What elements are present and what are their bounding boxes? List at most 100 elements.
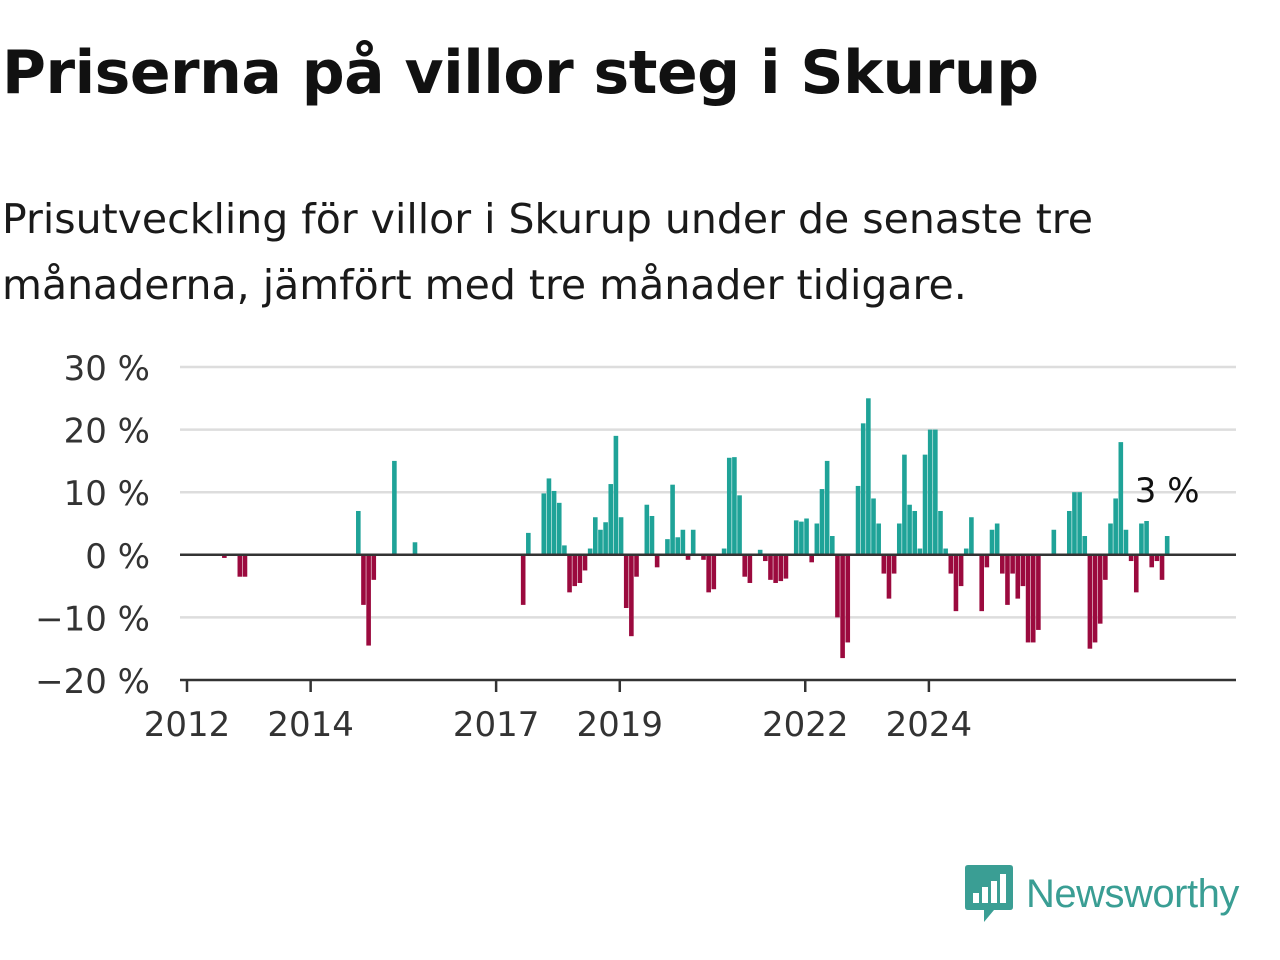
bar — [763, 554, 768, 562]
bar — [845, 554, 851, 643]
bar — [1154, 554, 1160, 562]
bar — [546, 478, 552, 555]
x-tick-label: 2012 — [144, 705, 231, 745]
bar — [711, 554, 717, 590]
x-tick-label: 2014 — [267, 705, 354, 745]
bar — [969, 517, 974, 555]
bar — [989, 529, 995, 555]
bar — [799, 521, 804, 555]
bar — [685, 554, 691, 560]
bar — [793, 520, 799, 555]
chart-title: Priserna på villor steg i Skurup — [2, 38, 1039, 108]
bar — [1030, 554, 1036, 643]
bar — [1139, 523, 1144, 555]
bar — [1072, 492, 1077, 555]
bar — [366, 554, 371, 646]
bar — [902, 454, 907, 555]
y-tick-label: 0 % — [85, 537, 150, 577]
y-axis: 30 % 20 % 10 % 0 % −10 % −20 % — [35, 349, 150, 702]
bar — [603, 522, 608, 555]
bar-chart: 30 %20 %10 %0 %−10 %−20 % 2012 2014 2017 20… — [35, 349, 1236, 745]
bar — [963, 548, 969, 555]
bar — [979, 554, 985, 612]
bar — [629, 554, 634, 637]
bar — [649, 515, 655, 555]
bar — [680, 529, 686, 555]
bar — [644, 504, 650, 555]
bar — [994, 523, 1000, 555]
bar — [860, 423, 866, 555]
bar — [608, 484, 614, 555]
x-tick-label: 2017 — [453, 705, 540, 745]
bar — [943, 548, 948, 555]
x-tick-label: 2019 — [577, 705, 664, 745]
bar — [840, 554, 845, 659]
bar — [783, 554, 789, 579]
bar — [1133, 554, 1139, 593]
bar — [1020, 554, 1026, 587]
bar — [562, 545, 567, 555]
annotations: 3 % — [1135, 471, 1200, 511]
x-tick-label: 2022 — [762, 705, 849, 745]
bar — [1144, 520, 1149, 555]
y-tick-label: 20 % — [64, 412, 150, 452]
logo-wordmark: Newsworthy — [1026, 871, 1239, 916]
bar — [1103, 554, 1108, 580]
bar — [1000, 554, 1005, 574]
newsworthy-logo: Newsworthy — [964, 862, 1239, 926]
bar — [871, 498, 876, 555]
bar — [938, 510, 943, 555]
bar — [222, 554, 227, 558]
bar — [809, 554, 814, 563]
bar — [582, 554, 588, 571]
x-tick-label: 2024 — [886, 705, 973, 745]
bar — [1051, 529, 1057, 555]
bar — [896, 523, 902, 555]
bar — [1025, 554, 1031, 643]
bar — [356, 510, 361, 555]
bar — [237, 554, 243, 577]
bar — [814, 523, 820, 555]
bar — [1118, 442, 1124, 555]
bar — [886, 554, 892, 599]
bar — [819, 489, 825, 555]
bar — [1092, 554, 1098, 643]
chart-subtitle: Prisutveckling för villor i Skurup under… — [2, 195, 1093, 309]
bar — [618, 517, 624, 555]
bar — [732, 457, 737, 555]
bar — [948, 554, 954, 574]
bar — [933, 429, 938, 555]
bar — [824, 460, 830, 555]
bar — [866, 398, 871, 555]
bar — [665, 539, 670, 555]
bar — [953, 554, 959, 612]
bar — [598, 529, 603, 555]
bar — [1015, 554, 1021, 599]
bar — [922, 454, 928, 555]
bar — [567, 554, 572, 593]
bar — [726, 457, 732, 555]
newsworthy-chart-icon — [965, 865, 1013, 922]
bar — [572, 554, 577, 587]
bar — [690, 529, 696, 555]
bar — [958, 554, 964, 587]
bar — [526, 532, 531, 555]
bar — [242, 554, 248, 577]
bar — [1066, 510, 1072, 555]
bar — [371, 554, 377, 580]
bar — [1113, 498, 1118, 555]
bar — [701, 554, 706, 560]
bar — [912, 510, 918, 555]
bar — [1082, 536, 1088, 555]
last-value-label: 3 % — [1135, 471, 1200, 511]
bar — [907, 504, 912, 555]
bar — [747, 554, 753, 583]
bar — [721, 548, 727, 555]
bar — [984, 554, 990, 568]
bar — [541, 493, 547, 555]
bar — [1097, 554, 1103, 624]
bar — [876, 523, 881, 555]
bar — [855, 485, 861, 555]
bar — [520, 554, 526, 605]
bar — [835, 554, 840, 618]
